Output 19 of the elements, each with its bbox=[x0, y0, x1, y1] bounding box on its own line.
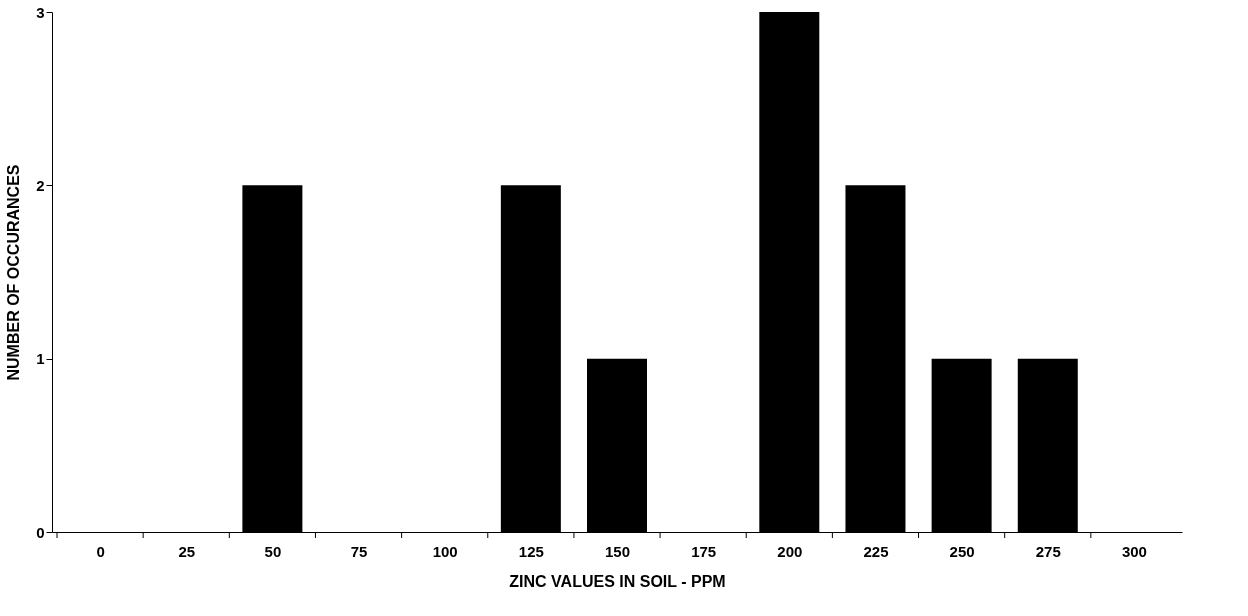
x-tick-label: 100 bbox=[432, 542, 458, 560]
x-tick-label: 0 bbox=[96, 542, 105, 560]
y-axis-title: NUMBER OF OCCURANCES bbox=[5, 164, 23, 381]
x-tick-label: 275 bbox=[1035, 542, 1061, 560]
x-tick-label: 150 bbox=[604, 542, 631, 560]
y-tick-label: 0 bbox=[36, 523, 45, 541]
y-tick-label: 2 bbox=[36, 176, 45, 194]
x-axis-title: ZINC VALUES IN SOIL - PPM bbox=[509, 572, 726, 590]
y-tick-label: 3 bbox=[36, 3, 45, 21]
x-tick-label: 75 bbox=[350, 542, 368, 560]
x-tick-label: 25 bbox=[178, 542, 196, 560]
x-tick-label: 300 bbox=[1121, 542, 1147, 560]
y-tick-label: 1 bbox=[36, 350, 45, 368]
x-tick-label: 200 bbox=[777, 542, 803, 560]
x-tick-label: 50 bbox=[264, 542, 282, 560]
x-tick-label: 175 bbox=[691, 542, 717, 560]
x-tick-label: 225 bbox=[863, 542, 889, 560]
x-tick-label: 125 bbox=[518, 542, 544, 560]
x-tick-label: 250 bbox=[949, 542, 975, 560]
